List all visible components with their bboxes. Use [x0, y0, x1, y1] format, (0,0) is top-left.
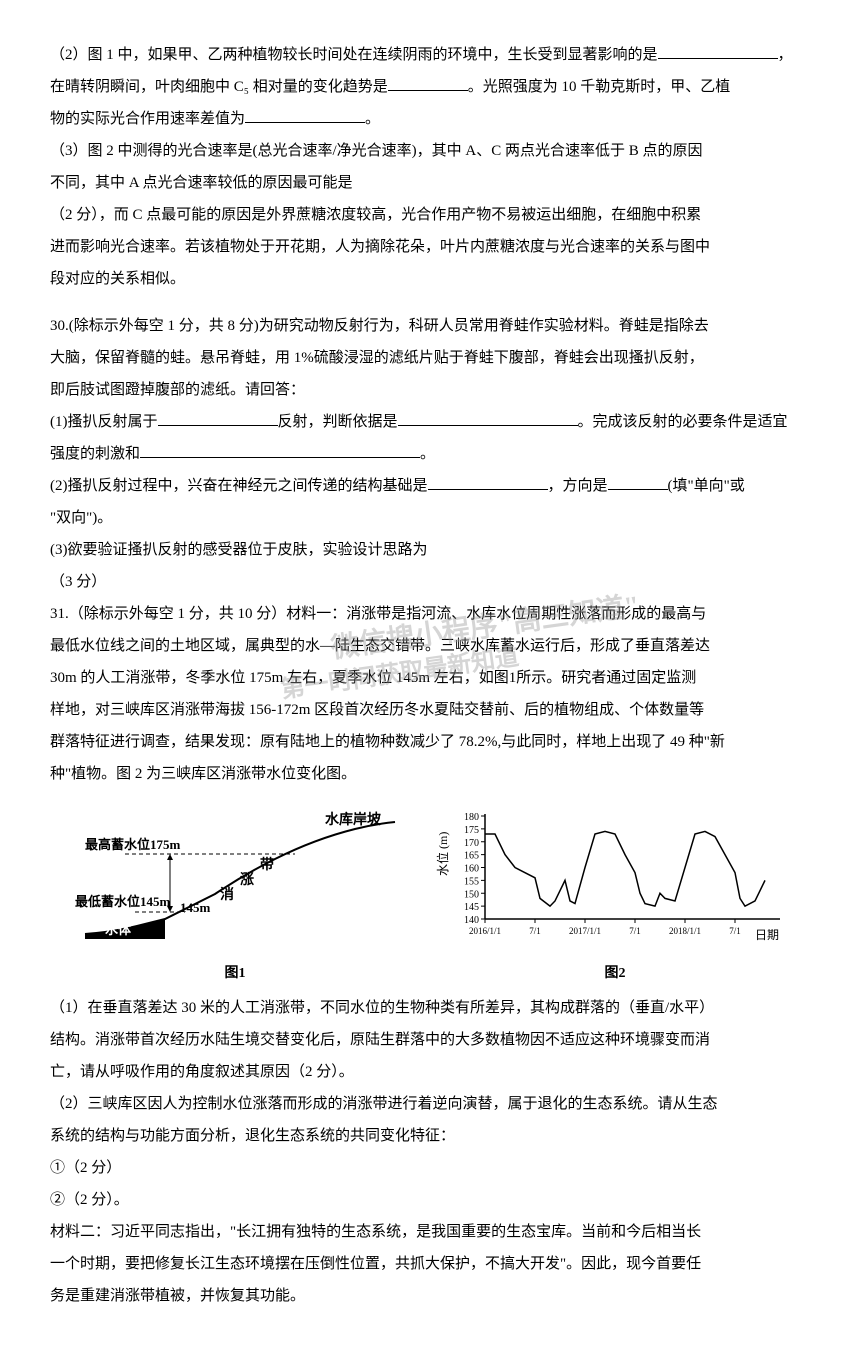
- svg-text:165: 165: [464, 851, 479, 862]
- figure-1: 最高蓄水位175m 最低蓄水位145m 145m 水体 消 涨 带 水库岸坡 图…: [65, 804, 405, 988]
- fig1-label: 图1: [65, 960, 405, 988]
- label-water: 水体: [105, 922, 132, 937]
- q30-p3: (3)欲要验证搔扒反射的感受器位于皮肤，实验设计思路为: [50, 535, 810, 565]
- fig2-svg: 水位 (m) 日期 140 145 150 155160 165 170 175 180 20…: [435, 804, 795, 944]
- q31-intro6: 种"植物。图 2 为三峡库区消涨带水位变化图。: [50, 759, 810, 789]
- label-cons: 消: [220, 886, 234, 903]
- q30-intro3: 即后肢试图蹬掉腹部的滤纸。请回答：: [50, 375, 810, 405]
- svg-text:180: 180: [464, 812, 479, 823]
- blank: [428, 472, 548, 490]
- label-bank: 水库岸坡: [325, 811, 382, 828]
- svg-text:7/1: 7/1: [529, 926, 541, 936]
- fig1-svg: 最高蓄水位175m 最低蓄水位145m 145m 水体 消 涨 带 水库岸坡: [65, 804, 405, 944]
- text: 。: [420, 446, 435, 462]
- text: 。光照强度为 10 千勒克斯时，甲、乙植: [468, 79, 731, 95]
- fig2-label: 图2: [435, 960, 795, 988]
- svg-text:150: 150: [464, 889, 479, 900]
- q29-p2-line3: 物的实际光合作用速率差值为 。: [50, 104, 810, 134]
- document-content: 微信搜小程序"高三知道" 第一时间获取最新知道 （2）图 1 中，如果甲、乙两种…: [50, 40, 810, 1311]
- svg-text:7/1: 7/1: [729, 926, 741, 936]
- q31-intro2: 最低水位线之间的土地区域，属典型的水—陆生态交错带。三峡水库蓄水运行后，形成了垂…: [50, 631, 810, 661]
- blank: [140, 440, 420, 458]
- svg-text:160: 160: [464, 864, 479, 875]
- q31-intro5: 群落特征进行调查，结果发现：原有陆地上的植物种数减少了 78.2%,与此同时，样…: [50, 727, 810, 757]
- text: 。: [365, 111, 380, 127]
- text: (填"单向"或: [668, 478, 745, 494]
- q31-p1c: 亡，请从呼吸作用的角度叙述其原因（2 分）。: [50, 1057, 810, 1087]
- q31-intro4: 样地，对三峡库区消涨带海拔 156-172m 区段首次经历冬水夏陆交替前、后的植…: [50, 695, 810, 725]
- q30-p1: (1)搔扒反射属于 反射，判断依据是 。完成该反射的必要条件是适宜: [50, 407, 810, 437]
- q31-intro3: 30m 的人工消涨带，冬季水位 175m 左右，夏季水位 145m 左右，如图1…: [50, 663, 810, 693]
- q31-mat2b: 一个时期，要把修复长江生态环境摆在压倒性位置，共抓大保护，不搞大开发"。因此，现…: [50, 1249, 810, 1279]
- q31-mat2a: 材料二：习近平同志指出，"长江拥有独特的生态系统，是我国重要的生态宝库。当前和今…: [50, 1217, 810, 1247]
- label-band: 带: [260, 857, 274, 873]
- svg-text:155: 155: [464, 876, 479, 887]
- svg-text:7/1: 7/1: [629, 926, 641, 936]
- q31-c1: ①（2 分）: [50, 1153, 810, 1183]
- blank: [158, 408, 278, 426]
- q31-intro1: 31.（除标示外每空 1 分，共 10 分）材料一：消涨带是指河流、水库水位周期…: [50, 599, 810, 629]
- svg-text:170: 170: [464, 838, 479, 849]
- q30-intro1: 30.(除标示外每空 1 分，共 8 分)为研究动物反射行为，科研人员常用脊蛙作…: [50, 311, 810, 341]
- q30-p3b: （3 分）: [50, 567, 810, 597]
- q30-p1d: 强度的刺激和 。: [50, 439, 810, 469]
- q29-p2-line1: （2）图 1 中，如果甲、乙两种植物较长时间处在连续阴雨的环境中，生长受到显著影…: [50, 40, 810, 70]
- text: (1)搔扒反射属于: [50, 414, 158, 430]
- svg-text:2017/1/1: 2017/1/1: [569, 926, 601, 936]
- xlabel: 日期: [755, 928, 779, 942]
- text: 。完成该反射的必要条件是适宜: [578, 414, 788, 430]
- q29-p3-line2: 不同，其中 A 点光合速率较低的原因最可能是: [50, 168, 810, 198]
- figures-row: 最高蓄水位175m 最低蓄水位145m 145m 水体 消 涨 带 水库岸坡 图…: [50, 804, 810, 988]
- label-low: 最低蓄水位145m: [75, 894, 171, 909]
- q30-p2: (2)搔扒反射过程中，兴奋在神经元之间传递的结构基础是 ，方向是 (填"单向"或: [50, 471, 810, 501]
- text: ，方向是: [548, 478, 608, 494]
- text: 物的实际光合作用速率差值为: [50, 111, 245, 127]
- text: （2）图 1 中，如果甲、乙两种植物较长时间处在连续阴雨的环境中，生长受到显著影…: [50, 47, 658, 63]
- svg-text:2018/1/1: 2018/1/1: [669, 926, 701, 936]
- q30-intro2: 大脑，保留脊髓的蛙。悬吊脊蛙，用 1%硫酸浸湿的滤纸片贴于脊蛙下腹部，脊蛙会出现…: [50, 343, 810, 373]
- blank: [658, 41, 778, 59]
- q31-c2: ②（2 分）。: [50, 1185, 810, 1215]
- figure-2: 水位 (m) 日期 140 145 150 155160 165 170 175 180 20…: [435, 804, 795, 988]
- blank: [245, 105, 365, 123]
- blank: [398, 408, 578, 426]
- ylabel: 水位 (m): [435, 832, 450, 876]
- text: 反射，判断依据是: [278, 414, 398, 430]
- svg-text:145m: 145m: [180, 900, 211, 915]
- blank: [388, 73, 468, 91]
- q29-p3-line5: 段对应的关系相似。: [50, 264, 810, 294]
- q31-mat2c: 务是重建消涨带植被，并恢复其功能。: [50, 1281, 810, 1311]
- label-high: 最高蓄水位175m: [85, 837, 181, 852]
- svg-text:145: 145: [464, 902, 479, 913]
- q30-p2d: "双向")。: [50, 503, 810, 533]
- blank: [608, 472, 668, 490]
- q29-p2-line2: 在晴转阴瞬间，叶肉细胞中 C₅ 相对量的变化趋势是 。光照强度为 10 千勒克斯时…: [50, 72, 810, 102]
- text: (2)搔扒反射过程中，兴奋在神经元之间传递的结构基础是: [50, 478, 428, 494]
- label-rise: 涨: [240, 872, 254, 888]
- svg-text:140: 140: [464, 915, 479, 926]
- text: 强度的刺激和: [50, 446, 140, 462]
- q31-p2a: （2）三峡库区因人为控制水位涨落而形成的消涨带进行着逆向演替，属于退化的生态系统…: [50, 1089, 810, 1119]
- text: 在晴转阴瞬间，叶肉细胞中 C₅ 相对量的变化趋势是: [50, 79, 388, 95]
- q31-p1b: 结构。消涨带首次经历水陆生境交替变化后，原陆生群落中的大多数植物因不适应这种环境…: [50, 1025, 810, 1055]
- q29-p3-line3: （2 分），而 C 点最可能的原因是外界蔗糖浓度较高，光合作用产物不易被运出细胞…: [50, 200, 810, 230]
- q29-p3-line4: 进而影响光合速率。若该植物处于开花期，人为摘除花朵，叶片内蔗糖浓度与光合速率的关…: [50, 232, 810, 262]
- q31-p2b: 系统的结构与功能方面分析，退化生态系统的共同变化特征：: [50, 1121, 810, 1151]
- q31-p1a: （1）在垂直落差达 30 米的人工消涨带，不同水位的生物种类有所差异，其构成群落…: [50, 993, 810, 1023]
- svg-text:175: 175: [464, 825, 479, 836]
- svg-text:2016/1/1: 2016/1/1: [469, 926, 501, 936]
- q29-p3-line1: （3）图 2 中测得的光合速率是(总光合速率/净光合速率)，其中 A、C 两点光…: [50, 136, 810, 166]
